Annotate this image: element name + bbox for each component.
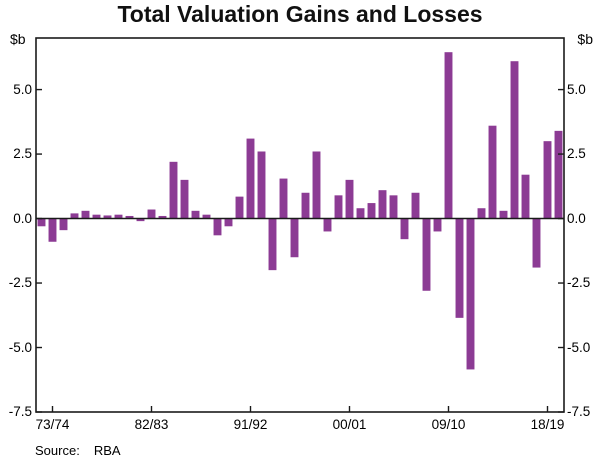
bar-86/87 <box>191 210 200 219</box>
y-axis-unit-right: $b <box>577 31 593 47</box>
bar-79/80 <box>114 214 123 219</box>
bar-96/97 <box>301 192 310 219</box>
x-axis-label: 82/83 <box>134 417 169 432</box>
bar-07/08 <box>422 218 431 291</box>
bar-85/86 <box>180 179 189 219</box>
bar-05/06 <box>400 218 409 240</box>
y-axis-label-left: 0.0 <box>13 210 32 226</box>
bar-10/11 <box>455 218 464 318</box>
bar-74/75 <box>59 218 68 231</box>
source-note: Source: RBA <box>35 443 121 458</box>
y-axis-label-left: 2.5 <box>13 146 32 162</box>
y-axis-label-right: 2.5 <box>567 146 586 162</box>
bar-73/74 <box>48 218 57 242</box>
bar-17/18 <box>532 218 541 268</box>
bar-98/99 <box>323 218 332 232</box>
bar-76/77 <box>81 210 90 219</box>
bar-83/84 <box>158 215 167 219</box>
bar-94/95 <box>279 178 288 219</box>
x-axis-label: 00/01 <box>332 417 367 432</box>
bar-00/01 <box>345 179 354 219</box>
y-axis-label-right: -7.5 <box>567 404 591 419</box>
bar-89/90 <box>224 218 233 227</box>
bar-90/91 <box>235 196 244 219</box>
y-axis-unit-left: $b <box>10 31 26 47</box>
source-value: RBA <box>93 443 121 458</box>
bar-88/89 <box>213 218 222 236</box>
bar-13/14 <box>488 125 497 219</box>
bar-87/88 <box>202 214 211 219</box>
bar-95/96 <box>290 218 299 258</box>
bar-78/79 <box>103 215 112 219</box>
source-label: Source: <box>35 443 80 458</box>
y-axis-label-left: -2.5 <box>8 275 32 291</box>
x-axis-label: 18/19 <box>530 417 565 432</box>
bar-03/04 <box>378 190 387 219</box>
bar-08/09 <box>433 218 442 232</box>
bar-11/12 <box>466 218 475 370</box>
y-axis-label-right: -5.0 <box>567 339 591 355</box>
x-axis-label: 09/10 <box>431 417 466 432</box>
bar-99/00 <box>334 195 343 219</box>
bar-02/03 <box>367 203 376 219</box>
y-axis-label-left: -5.0 <box>8 339 32 355</box>
bar-84/85 <box>169 161 178 219</box>
bar-93/94 <box>268 218 277 271</box>
plot-frame <box>35 37 565 413</box>
bar-14/15 <box>499 210 508 219</box>
bar-80/81 <box>125 215 134 219</box>
y-axis-label-right: -2.5 <box>567 275 591 291</box>
bar-15/16 <box>510 61 519 219</box>
bar-91/92 <box>246 138 255 219</box>
bar-16/17 <box>521 174 530 219</box>
bar-72/73 <box>37 218 46 227</box>
bar-18/19 <box>543 141 552 219</box>
bar-19/20 <box>554 130 563 219</box>
bar-09/10 <box>444 52 453 219</box>
y-axis-label-right: 5.0 <box>567 81 586 97</box>
bar-82/83 <box>147 209 156 219</box>
y-axis-label-left: -7.5 <box>8 404 32 419</box>
bar-75/76 <box>70 213 79 219</box>
bar-97/98 <box>312 151 321 219</box>
y-axis-label-left: 5.0 <box>13 81 32 97</box>
bar-06/07 <box>411 192 420 219</box>
y-axis-label-right: 0.0 <box>567 210 586 226</box>
bar-04/05 <box>389 195 398 219</box>
x-axis-label: 91/92 <box>233 417 268 432</box>
bar-77/78 <box>92 214 101 219</box>
bar-81/82 <box>136 218 145 222</box>
bar-01/02 <box>356 208 365 219</box>
bar-12/13 <box>477 208 486 219</box>
x-axis-label: 73/74 <box>35 417 70 432</box>
chart-title: Total Valuation Gains and Losses <box>117 1 483 27</box>
bar-92/93 <box>257 151 266 219</box>
